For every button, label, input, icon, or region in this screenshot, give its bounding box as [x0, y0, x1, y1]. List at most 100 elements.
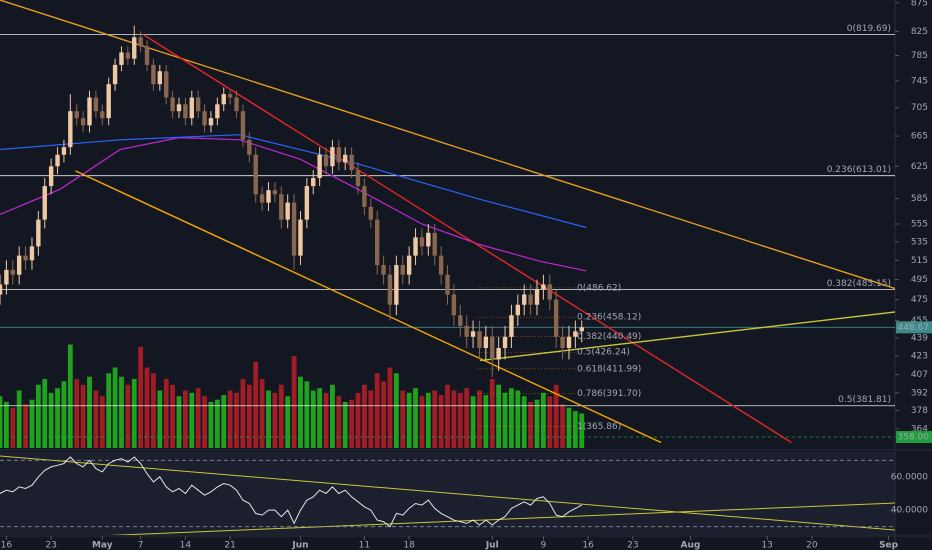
- alert-line-box: [896, 431, 932, 444]
- candle-body: [234, 97, 239, 112]
- candle-body: [4, 269, 9, 285]
- candle-body: [215, 104, 220, 119]
- candle-body: [132, 37, 137, 59]
- fib-ext-label: 0.5(426.24): [577, 348, 630, 358]
- volume-bar: [23, 404, 28, 448]
- candle-body: [61, 147, 67, 155]
- fib-label: 0.382(485.15): [827, 279, 891, 289]
- volume-bar: [3, 402, 9, 448]
- volume-bar: [234, 392, 239, 448]
- volume-bar: [266, 390, 271, 448]
- candle-body: [112, 64, 118, 85]
- volume-bar: [35, 384, 41, 448]
- volume-bar: [534, 399, 540, 448]
- candle-body: [16, 255, 22, 275]
- volume-bar: [240, 379, 246, 448]
- candle-body: [74, 111, 79, 119]
- volume-bar: [419, 396, 425, 448]
- candle-body: [343, 154, 348, 163]
- x-tick-label: 16: [1, 541, 13, 550]
- rsi-trend-line: [108, 502, 895, 535]
- volume-bar: [579, 413, 585, 448]
- candle-body: [247, 139, 252, 155]
- candle-body: [202, 111, 207, 126]
- trend-line: [142, 33, 792, 444]
- volume-bar: [42, 379, 48, 448]
- candle-body: [394, 265, 399, 305]
- volume-bar: [330, 384, 335, 448]
- candle-body: [240, 111, 246, 140]
- candle-body: [298, 219, 303, 256]
- volume-bar: [317, 388, 323, 448]
- volume-bar: [119, 376, 124, 448]
- x-tick-label: Sep: [879, 541, 899, 550]
- volume-bar: [112, 367, 118, 448]
- fib-label: 0.5(381.81): [838, 395, 891, 405]
- candle-body: [438, 255, 444, 275]
- candle-body: [381, 265, 386, 275]
- volume-bar: [176, 396, 182, 448]
- candle-body: [323, 154, 329, 167]
- x-tick-label: 21: [224, 541, 235, 550]
- volume-bar: [432, 390, 438, 448]
- y-tick-label: 875: [911, 0, 928, 8]
- volume-bar: [182, 390, 188, 448]
- volume-bar: [138, 346, 144, 448]
- y-tick-label: 439: [911, 333, 928, 343]
- candle-body: [406, 255, 412, 275]
- x-tick-label: 20: [806, 541, 818, 550]
- volume-bar: [406, 392, 412, 448]
- volume-bar: [413, 388, 418, 448]
- volume-bar: [445, 384, 450, 448]
- volume-bar: [0, 396, 3, 448]
- y-tick-label: 745: [911, 76, 928, 86]
- candle-body: [100, 111, 105, 119]
- volume-bar: [214, 399, 220, 448]
- x-tick-label: Aug: [681, 541, 701, 550]
- candle-body: [490, 336, 495, 360]
- candle-body: [355, 170, 361, 187]
- volume-bar: [227, 390, 233, 448]
- volume-bar: [10, 407, 16, 448]
- candle-body: [125, 52, 131, 59]
- volume-bar: [521, 396, 527, 448]
- candle-body: [528, 294, 533, 305]
- volume-bar: [566, 407, 572, 448]
- candle-body: [336, 147, 342, 163]
- volume-bar: [483, 395, 489, 448]
- volume-bar: [291, 356, 297, 448]
- volume-bar: [342, 402, 348, 448]
- volume-bar: [285, 396, 291, 448]
- candle-body: [36, 219, 41, 247]
- volume-bar: [310, 390, 316, 448]
- candle-body: [208, 118, 214, 126]
- price-plot: [0, 0, 895, 448]
- volume-bar: [560, 404, 565, 448]
- candle-body: [259, 194, 265, 203]
- candle-body: [279, 194, 284, 220]
- moving-average: [0, 134, 587, 229]
- candle-body: [170, 97, 175, 112]
- candle-body: [579, 327, 584, 332]
- candle-body: [502, 336, 508, 348]
- candle-body: [195, 97, 201, 112]
- rsi-trend-line: [0, 455, 895, 531]
- volume-bar: [393, 373, 399, 448]
- x-tick-label: 11: [359, 541, 370, 550]
- x-tick-label: Jul: [485, 541, 499, 550]
- candle-body: [311, 178, 316, 187]
- fib-ext-label: 0(486.62): [577, 283, 621, 293]
- volume-bar: [202, 396, 207, 448]
- candle-body: [304, 186, 310, 220]
- volume-bar: [151, 373, 156, 448]
- candle-body: [515, 304, 521, 316]
- rsi-line: [0, 456, 583, 528]
- candle-body: [477, 331, 482, 348]
- candle-body: [10, 269, 15, 275]
- candle-body: [157, 71, 163, 85]
- candle-body: [285, 202, 290, 220]
- last-price-label: 448.67: [898, 323, 930, 333]
- candle-body: [464, 325, 469, 337]
- last-price-box: [896, 321, 932, 334]
- volume-bar: [451, 390, 457, 448]
